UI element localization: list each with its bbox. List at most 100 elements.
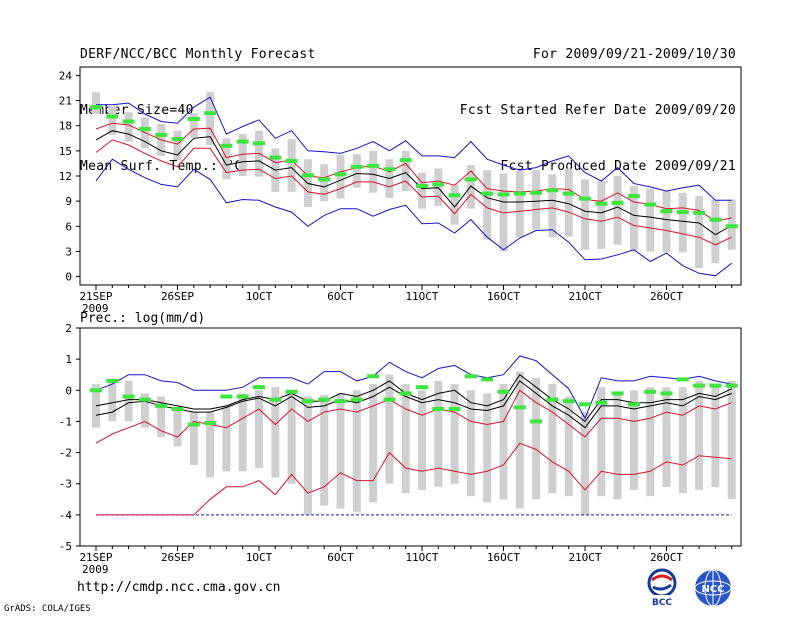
temp-observed-mark	[562, 191, 575, 196]
prec-observed-mark	[693, 383, 706, 388]
prec-observed-mark	[546, 397, 559, 402]
prec-observed-mark	[660, 391, 673, 396]
prec-range-bar	[320, 395, 329, 506]
temp-observed-mark	[611, 200, 624, 205]
prec-range-bar	[189, 412, 198, 465]
temp-observed-mark	[579, 196, 591, 201]
temp-range-bar	[581, 179, 589, 250]
prec-observed-mark	[676, 377, 689, 382]
temp-range-bar	[108, 106, 117, 135]
temp-observed-mark	[693, 210, 706, 215]
grads-credit: GrADS: COLA/IGES	[4, 604, 91, 614]
temp-range-bar	[629, 186, 638, 251]
ncc-logo-text: NCC	[701, 584, 724, 595]
temp-range-bar	[173, 130, 182, 160]
ncc-logo-icon: NCC	[694, 569, 732, 607]
prec-range-bar	[418, 390, 426, 490]
temp-range-bar	[483, 170, 492, 240]
temp-line-lower	[95, 139, 732, 246]
prec-observed-mark	[155, 403, 168, 408]
temp-range-bar	[124, 112, 133, 142]
temp-line-min	[95, 158, 733, 277]
temp-observed-mark	[676, 210, 689, 215]
temp-observed-mark	[350, 164, 363, 169]
temp-range-bar	[352, 154, 361, 188]
fcst-started: Fcst Started Refer Date 2009/09/20	[459, 103, 736, 118]
temp-observed-mark	[416, 184, 428, 189]
prec-observed-mark	[595, 400, 608, 405]
prec-range-bar	[695, 380, 704, 490]
temp-ytick-label: 18	[59, 120, 72, 133]
forecast-title: DERF/NCC/BCC Monthly Forecast	[80, 47, 316, 62]
prec-ytick-label: -5	[59, 540, 72, 553]
temp-observed-mark	[464, 177, 477, 182]
prec-observed-mark	[138, 397, 151, 402]
temp-observed-mark	[367, 163, 380, 168]
prec-xtick-label: 26SEP	[161, 551, 194, 564]
header-right: For 2009/09/21-2009/10/30 Fcst Started R…	[460, 10, 736, 196]
temp-range-bar	[206, 92, 215, 145]
prec-range-bar	[287, 390, 296, 484]
temp-range-bar	[189, 113, 198, 138]
temp-panel: 0 3 6 9 12 15 18 21 24 21SEP 26SEP 1OCT 6OCT 11OCT 16O…	[59, 66, 742, 315]
prec-range-bar	[108, 379, 117, 422]
prec-observed-mark	[106, 378, 119, 383]
prec-range-bar	[206, 412, 215, 478]
temp-ytick-label: 6	[65, 220, 72, 233]
prec-frame	[79, 327, 742, 547]
prec-observed-mark	[464, 374, 477, 379]
prec-range-bar	[434, 380, 443, 487]
temp-observed-mark	[187, 117, 200, 121]
temp-observed-mark	[253, 141, 265, 146]
temp-observed-mark	[448, 193, 461, 198]
prec-panel: -5 -4 -3 -2 -1 0 1 2 21SEP 26SEP 1OCT 6OCT 11OCT 16OC…	[59, 322, 742, 576]
prec-range-bar	[173, 409, 182, 447]
prec-observed-mark	[122, 394, 135, 399]
prec-xtick-label: 6OCT	[327, 551, 354, 564]
temp-observed-mark	[660, 209, 673, 214]
prec-xtick-label: 21SEP	[79, 551, 112, 564]
prec-observed-mark	[285, 389, 298, 394]
temp-range-bar	[564, 168, 573, 237]
prec-line-upper	[95, 373, 732, 423]
temp-observed-mark	[269, 155, 282, 160]
temp-ytick-label: 0	[65, 271, 72, 284]
temp-range-bar	[287, 139, 296, 192]
temp-range-bar	[515, 171, 524, 238]
prec-range-bar	[483, 393, 492, 503]
prec-range-bar	[466, 390, 475, 497]
prec-year-label: 2009	[82, 563, 109, 576]
prec-observed-mark	[171, 407, 184, 411]
temp-range-bar	[336, 155, 345, 199]
prec-observed-mark	[562, 399, 575, 404]
prec-observed-mark	[269, 397, 282, 402]
temp-range-bar	[695, 196, 704, 269]
prec-observed-mark	[432, 407, 445, 411]
prec-observed-mark	[611, 391, 624, 396]
prec-range-bar	[727, 380, 736, 500]
temp-observed-mark	[530, 190, 543, 195]
prec-ytick-label: 2	[65, 322, 72, 335]
prec-range-bar	[140, 393, 149, 428]
temp-observed-mark	[432, 182, 445, 187]
prec-ytick-label: 1	[65, 353, 72, 366]
temp-observed-mark	[399, 158, 412, 163]
temp-observed-mark	[497, 192, 510, 197]
temp-range-bar	[238, 134, 247, 176]
prec-xtick-label: 21OCT	[568, 551, 601, 564]
temp-observed-mark	[595, 201, 608, 206]
prec-range-bar	[336, 393, 345, 509]
temp-observed-mark	[334, 172, 347, 177]
temp-observed-mark	[383, 167, 396, 172]
temp-observed-mark	[546, 188, 559, 193]
temp-xtick-label: 26SEP	[161, 290, 194, 303]
prec-range-bar	[303, 396, 312, 515]
fcst-produced: Fcst Produced Date 2009/09/21	[500, 159, 736, 174]
prec-observed-mark	[627, 402, 640, 407]
temp-observed-mark	[285, 158, 298, 163]
prec-observed-mark	[481, 377, 494, 382]
prec-range-bar	[646, 387, 655, 497]
temp-range-bar	[532, 170, 541, 230]
prec-range-bar	[352, 390, 361, 512]
